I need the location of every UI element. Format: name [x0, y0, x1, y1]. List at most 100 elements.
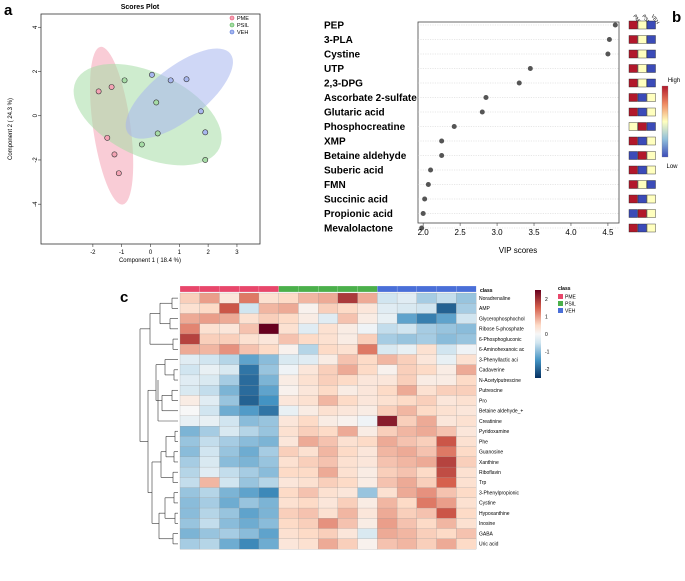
scores-xtick-label: 0: [149, 250, 153, 256]
heatmap-cell: [456, 466, 477, 478]
heatmap-cell: [278, 323, 299, 335]
vip-level-box: [628, 20, 638, 30]
heatmap-cell: [416, 415, 437, 427]
heatmap-cell: [337, 487, 358, 499]
heatmap-cell: [179, 364, 201, 376]
vip-level-box: [637, 223, 647, 233]
heatmap-cell: [179, 446, 201, 458]
heatmap-cell: [298, 354, 319, 366]
heatmap-row-label: Putrescine: [479, 388, 503, 394]
vip-feature-label: Succinic acid: [324, 195, 388, 206]
scores-point-pme-1: [108, 84, 115, 90]
heatmap-cell: [377, 374, 398, 386]
heatmap-cell: [179, 303, 201, 314]
heatmap-cell: [298, 374, 319, 386]
heatmap-cell: [396, 313, 418, 325]
heatmap-cell: [416, 497, 437, 509]
vip-x-label: VIP scores: [499, 246, 538, 255]
heatmap-cell: [278, 344, 299, 355]
heatmap-class-cell-pme: [258, 285, 279, 293]
heatmap-cell: [239, 313, 260, 325]
heatmap-cell: [199, 374, 220, 386]
heatmap-row-label: N-Acetylputrescine: [479, 378, 521, 384]
vip-level-box: [628, 136, 638, 146]
heatmap-cell: [357, 466, 378, 478]
heatmap-cell: [337, 405, 358, 417]
heatmap-cell: [239, 456, 260, 468]
heatmap-cell: [416, 354, 437, 366]
heatmap-cell: [337, 466, 358, 478]
scores-ytick-label: 0: [33, 113, 39, 117]
heatmap-cell: [278, 507, 299, 519]
heatmap-cell: [199, 313, 220, 325]
scores-legend-label-veh: VEH: [237, 30, 248, 36]
heatmap-cell: [396, 344, 418, 355]
heatmap-cell: [199, 385, 220, 396]
heatmap-cell: [377, 518, 398, 529]
heatmap-cell: [357, 405, 378, 417]
heatmap-cell: [278, 436, 299, 447]
heatmap-cell: [298, 333, 319, 345]
vip-point-8: [439, 138, 445, 144]
heatmap-cell: [337, 446, 358, 458]
heatmap-cell: [258, 425, 279, 437]
heatmap-cell: [357, 333, 378, 345]
heatmap-legend-title: class: [558, 286, 571, 292]
vip-point-3: [527, 66, 533, 71]
heatmap-class-cell-psil: [357, 285, 378, 293]
heatmap-cell: [456, 354, 477, 366]
heatmap-cell: [337, 313, 358, 325]
heatmap-cell: [219, 395, 240, 406]
heatmap-cell: [456, 415, 477, 427]
heatmap-cell: [219, 466, 240, 478]
heatmap-legend-label-pme: PME: [565, 295, 577, 301]
heatmap-cell: [278, 446, 299, 458]
heatmap-cell: [298, 323, 319, 335]
vip-level-box: [637, 49, 647, 59]
vip-point-4: [516, 80, 522, 86]
heatmap-cell: [357, 415, 378, 427]
heatmap-cell: [436, 466, 457, 478]
heatmap-cell: [318, 528, 339, 540]
heatmap-cell: [436, 323, 457, 335]
heatmap-cell: [258, 456, 279, 468]
vip-level-box: [646, 49, 656, 59]
heatmap-cell: [278, 466, 299, 478]
heatmap-colorbar-tick: -2: [545, 367, 550, 373]
heatmap-cell: [396, 456, 418, 468]
scores-ytick-label: -2: [33, 157, 39, 163]
heatmap-cell: [179, 507, 201, 519]
heatmap-row-label: 3-Phenyllactic aci: [479, 357, 518, 363]
vip-colorbar-low: Low: [666, 164, 678, 170]
heatmap-cell: [298, 415, 319, 427]
vip-feature-label: Betaine aldehyde: [324, 151, 407, 162]
heatmap-cell: [436, 364, 457, 376]
heatmap-cell: [416, 374, 437, 386]
heatmap-cell: [456, 385, 477, 396]
vip-xtick-label: 4.5: [602, 228, 614, 237]
heatmap-colorbar-tick: 0: [545, 332, 548, 338]
heatmap-cell: [377, 292, 398, 304]
heatmap-cell: [298, 528, 319, 540]
vip-level-box: [628, 151, 638, 160]
heatmap-cell: [199, 456, 220, 468]
vip-feature-label: Cystine: [324, 50, 361, 61]
heatmap-cell: [199, 466, 220, 478]
heatmap-cell: [396, 354, 418, 366]
heatmap-cell: [416, 446, 437, 458]
heatmap-cell: [219, 497, 240, 509]
heatmap-cell: [219, 528, 240, 540]
vip-level-box: [637, 194, 647, 204]
vip-level-box: [628, 180, 638, 189]
scores-point-psil-3: [154, 130, 161, 137]
heatmap-cell: [239, 497, 260, 509]
heatmap-cell: [456, 487, 477, 499]
scores-point-psil-4: [202, 157, 209, 163]
heatmap-cell: [396, 497, 418, 509]
heatmap-cell: [377, 323, 398, 335]
heatmap-cell: [377, 344, 398, 355]
vip-feature-label: Mevalolactone: [324, 224, 393, 235]
heatmap-cell: [456, 344, 477, 355]
heatmap-row-label: 3-Phenylpropionic: [479, 490, 520, 496]
